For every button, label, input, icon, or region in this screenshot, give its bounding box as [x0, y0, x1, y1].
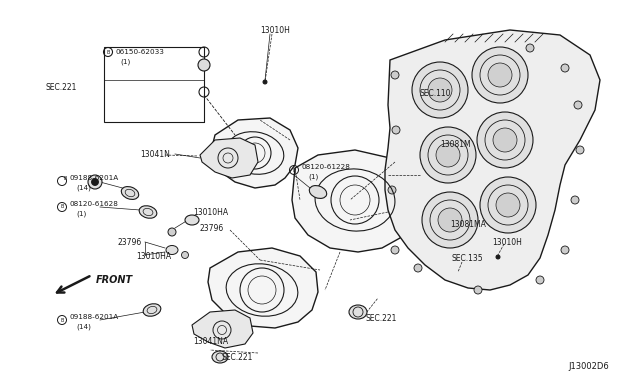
Ellipse shape	[122, 187, 139, 199]
Polygon shape	[385, 30, 600, 290]
Circle shape	[422, 192, 478, 248]
Circle shape	[92, 179, 99, 186]
Ellipse shape	[139, 206, 157, 218]
Circle shape	[263, 80, 267, 84]
Circle shape	[496, 193, 520, 217]
Polygon shape	[208, 248, 318, 328]
Text: 13010H: 13010H	[492, 238, 522, 247]
Circle shape	[472, 47, 528, 103]
Circle shape	[414, 264, 422, 272]
Circle shape	[536, 276, 544, 284]
Circle shape	[428, 78, 452, 102]
Text: (14): (14)	[76, 185, 91, 191]
Circle shape	[496, 255, 500, 259]
Text: (1): (1)	[120, 59, 131, 65]
Circle shape	[391, 71, 399, 79]
Ellipse shape	[212, 351, 228, 363]
Ellipse shape	[349, 305, 367, 319]
Circle shape	[480, 177, 536, 233]
Circle shape	[420, 127, 476, 183]
Circle shape	[182, 251, 189, 259]
Circle shape	[574, 101, 582, 109]
Text: 08120-61628: 08120-61628	[70, 201, 119, 207]
Circle shape	[412, 62, 468, 118]
Circle shape	[576, 146, 584, 154]
Polygon shape	[210, 118, 298, 188]
Circle shape	[198, 59, 210, 71]
Text: B: B	[106, 49, 109, 55]
Circle shape	[388, 186, 396, 194]
Text: B: B	[60, 205, 64, 209]
Text: 13010HA: 13010HA	[193, 208, 228, 217]
Text: (1): (1)	[308, 174, 318, 180]
Text: 13041NA: 13041NA	[193, 337, 228, 346]
Text: 23796: 23796	[118, 238, 142, 247]
Polygon shape	[292, 150, 415, 252]
Polygon shape	[200, 138, 258, 178]
Text: SEC.221: SEC.221	[365, 314, 396, 323]
Circle shape	[488, 63, 512, 87]
Text: B: B	[60, 317, 64, 323]
Circle shape	[526, 44, 534, 52]
Ellipse shape	[143, 304, 161, 316]
Text: (1): (1)	[76, 211, 86, 217]
Text: 13010H: 13010H	[260, 26, 290, 35]
Text: FRONT: FRONT	[96, 275, 133, 285]
Text: 23796: 23796	[200, 224, 224, 233]
Circle shape	[561, 246, 569, 254]
Text: SEC.221: SEC.221	[222, 353, 253, 362]
Text: B: B	[292, 167, 296, 173]
Circle shape	[474, 286, 482, 294]
Text: SEC.135: SEC.135	[452, 254, 484, 263]
Polygon shape	[192, 310, 253, 348]
Text: 09188-6201A: 09188-6201A	[70, 175, 119, 181]
Circle shape	[438, 208, 462, 232]
Text: (14): (14)	[76, 324, 91, 330]
Ellipse shape	[166, 246, 178, 254]
Circle shape	[561, 64, 569, 72]
Circle shape	[392, 126, 400, 134]
Text: 13081M: 13081M	[440, 140, 470, 149]
Text: 13010HA: 13010HA	[136, 252, 171, 261]
Circle shape	[88, 175, 102, 189]
Circle shape	[571, 196, 579, 204]
Text: 13041N: 13041N	[140, 150, 170, 159]
Text: B: B	[64, 176, 67, 180]
Ellipse shape	[309, 186, 326, 198]
Text: 09188-6201A: 09188-6201A	[70, 314, 119, 320]
Circle shape	[168, 228, 176, 236]
Bar	[104, 47, 204, 122]
Circle shape	[391, 246, 399, 254]
Text: 06150-62033: 06150-62033	[115, 49, 164, 55]
Ellipse shape	[185, 215, 199, 225]
Text: SEC.221: SEC.221	[46, 83, 77, 92]
Text: J13002D6: J13002D6	[568, 362, 609, 371]
Circle shape	[477, 112, 533, 168]
Circle shape	[436, 143, 460, 167]
Text: 13081MA: 13081MA	[450, 220, 486, 229]
Text: SEC.110: SEC.110	[420, 89, 451, 98]
Circle shape	[493, 128, 517, 152]
Text: 08120-61228: 08120-61228	[302, 164, 351, 170]
